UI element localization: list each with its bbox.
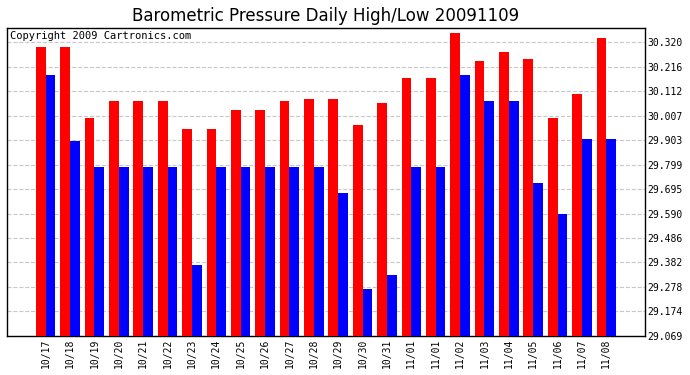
Bar: [328, 99, 338, 336]
Bar: [460, 75, 470, 336]
Bar: [338, 193, 348, 336]
Bar: [192, 265, 201, 336]
Bar: [133, 101, 144, 336]
Bar: [70, 141, 80, 336]
Text: Copyright 2009 Cartronics.com: Copyright 2009 Cartronics.com: [10, 31, 191, 41]
Bar: [475, 61, 484, 336]
Title: Barometric Pressure Daily High/Low 20091109: Barometric Pressure Daily High/Low 20091…: [132, 7, 520, 25]
Bar: [484, 101, 494, 336]
Bar: [182, 129, 192, 336]
Bar: [607, 139, 616, 336]
Bar: [289, 167, 299, 336]
Bar: [85, 117, 95, 336]
Bar: [279, 101, 289, 336]
Bar: [231, 111, 241, 336]
Bar: [314, 167, 324, 336]
Bar: [362, 289, 373, 336]
Bar: [435, 167, 446, 336]
Bar: [241, 167, 250, 336]
Bar: [377, 104, 387, 336]
Bar: [509, 101, 518, 336]
Bar: [558, 214, 567, 336]
Bar: [402, 78, 411, 336]
Bar: [36, 47, 46, 336]
Bar: [533, 183, 543, 336]
Bar: [95, 167, 104, 336]
Bar: [426, 78, 435, 336]
Bar: [109, 101, 119, 336]
Bar: [144, 167, 153, 336]
Bar: [119, 167, 128, 336]
Bar: [499, 52, 509, 336]
Bar: [451, 33, 460, 336]
Bar: [304, 99, 314, 336]
Bar: [548, 117, 558, 336]
Bar: [168, 167, 177, 336]
Bar: [353, 124, 362, 336]
Bar: [265, 167, 275, 336]
Bar: [387, 274, 397, 336]
Bar: [524, 59, 533, 336]
Bar: [158, 101, 168, 336]
Bar: [255, 111, 265, 336]
Bar: [411, 167, 421, 336]
Bar: [597, 38, 607, 336]
Bar: [572, 94, 582, 336]
Bar: [46, 75, 55, 336]
Bar: [60, 47, 70, 336]
Bar: [206, 129, 216, 336]
Bar: [216, 167, 226, 336]
Bar: [582, 139, 591, 336]
